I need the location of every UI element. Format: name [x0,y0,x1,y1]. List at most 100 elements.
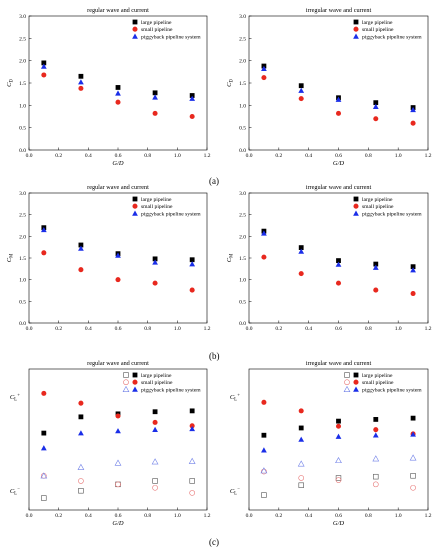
series-3 [261,431,416,453]
x-tick-label: 0.4 [85,153,92,159]
series-5 [261,468,416,491]
x-axis-label: G/D [333,160,345,167]
data-point [410,484,416,491]
data-point [410,415,416,421]
data-point [152,484,158,491]
x-tick-label: 1.2 [425,326,432,332]
y-axis-label-lower: CL− [10,487,20,496]
data-point [335,477,342,483]
x-tick-label: 0.4 [305,513,312,519]
legend-label: small pipeline [141,204,173,210]
x-tick-label: 1.2 [425,513,432,519]
x-tick-label: 0.2 [55,326,62,332]
data-point [372,481,379,488]
data-point [261,492,267,498]
legend-label: small pipeline [362,27,394,33]
x-axis-label: G/D [112,520,124,527]
x-tick-label: 0.2 [55,513,62,519]
data-point [298,425,304,431]
legend-marker [132,386,138,392]
data-point [40,63,47,69]
y-tick-label: 1.0 [19,278,26,284]
data-point [410,291,416,297]
data-point [115,428,121,434]
legend-label: piggyback pipeline system [141,387,201,393]
y-axis-label: CM [226,254,235,262]
legend-label: piggyback pipeline system [362,387,422,393]
data-point [189,425,196,432]
data-point [78,245,84,251]
data-point [410,267,416,273]
y-tick-label: 2.0 [239,59,246,65]
data-point [115,90,121,96]
data-point [78,79,84,85]
series-2 [261,399,416,437]
data-point [409,454,417,461]
y-tick-label: 2.0 [19,59,26,65]
x-tick-label: 0.8 [365,153,372,159]
data-point [335,423,342,429]
data-point [335,261,342,267]
data-point [298,436,305,442]
data-point [152,426,158,432]
data-point [189,257,195,263]
y-tick-label: 1.0 [19,103,26,109]
series-3 [261,230,416,273]
data-point [335,96,342,102]
x-tick-label: 0.8 [144,326,151,332]
legend-label: piggyback pipeline system [362,211,422,217]
x-tick-label: 1.0 [174,513,181,519]
data-point [373,473,379,480]
data-point [410,431,416,437]
x-tick-label: 1.0 [395,513,402,519]
x-tick-label: 0.0 [246,326,253,332]
data-point [373,417,379,422]
legend-marker [132,372,138,378]
x-tick-label: 0.6 [335,153,342,159]
data-point [297,460,305,467]
data-point [78,478,84,484]
y-axis-label: CD [226,79,235,87]
y-tick-label: 2.5 [19,36,26,42]
data-point [151,458,159,465]
y-axis-label-upper: CL+ [230,393,240,402]
legend-marker [344,379,350,386]
chart-title: regular wave and current [87,184,149,191]
data-point [335,475,342,481]
data-point [373,100,379,106]
data-point [373,261,379,267]
data-point [40,472,48,479]
x-tick-label: 0.6 [115,326,122,332]
x-tick-label: 1.2 [204,153,211,159]
legend-marker [123,372,129,378]
panel-label-c: (c) [209,537,219,547]
data-point [78,242,84,248]
legend-marker [353,386,359,392]
y-tick-label: 0.0 [239,321,246,327]
y-tick-label: 1.5 [239,81,246,87]
x-tick-label: 1.0 [174,326,181,332]
data-point [115,85,121,90]
data-point [78,85,84,91]
x-tick-label: 0.2 [275,153,282,159]
chart-title: irregular wave and current [306,184,372,191]
data-point [189,113,195,120]
legend-marker [353,379,359,385]
x-tick-label: 0.4 [85,513,92,519]
data-point [298,83,304,89]
legend-marker [122,385,130,393]
x-tick-label: 0.6 [115,513,122,519]
chart-panel-2: irregular wave and current 0.0 0.2 0.4 0.6 0.… [226,7,432,167]
data-point [189,408,195,414]
chart-panel-3: regular wave and current 0.0 0.2 0.4 0.6 0.8 1… [6,184,211,332]
data-point [261,230,267,236]
x-tick-label: 0.6 [335,513,342,519]
x-tick-label: 1.0 [395,326,402,332]
legend-label: small pipeline [362,204,394,210]
data-point [152,280,158,286]
series-1 [41,60,195,98]
y-tick-label: 1.5 [19,81,26,87]
